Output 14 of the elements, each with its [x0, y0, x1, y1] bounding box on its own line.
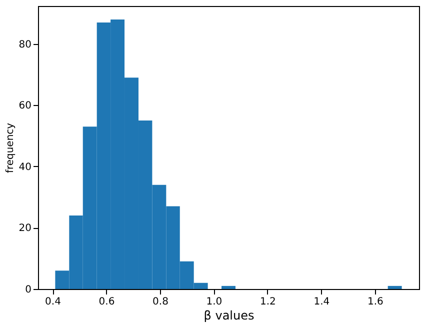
- x-axis-title: β values: [204, 308, 254, 322]
- x-tick-label: 1.4: [314, 296, 330, 308]
- x-tick-label: 0.8: [152, 296, 168, 308]
- x-tick-label: 1.6: [367, 296, 384, 308]
- x-tick-label: 0.6: [98, 296, 115, 308]
- y-tick-label: 40: [18, 162, 32, 173]
- y-tick-label: 80: [18, 39, 32, 50]
- y-tick-label: 0: [25, 284, 32, 296]
- y-axis-title: frequency: [4, 122, 16, 174]
- x-tick-label: 1.0: [206, 296, 222, 308]
- x-tick-label: 1.2: [260, 296, 276, 308]
- x-tick-label: 0.4: [45, 296, 61, 308]
- y-tick-label: 60: [18, 100, 32, 112]
- y-tick-label: 20: [18, 223, 32, 234]
